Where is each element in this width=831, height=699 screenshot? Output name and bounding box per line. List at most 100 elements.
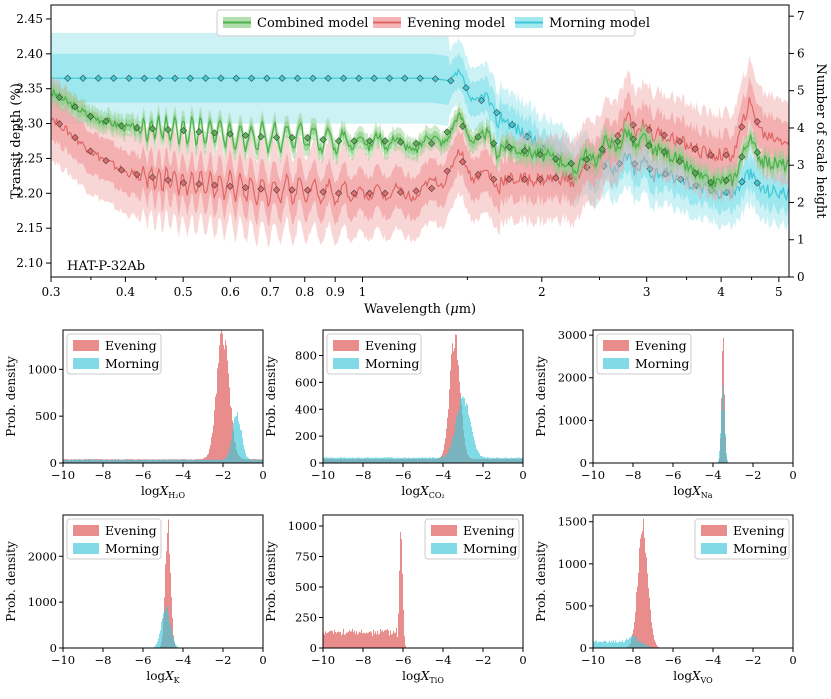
hist-y-tick-label: 250 <box>295 610 317 624</box>
hist-x-tick-label: −10 <box>581 468 605 482</box>
histogram-panel-vo: −10 −8 −6 −4 −2 0 0 500 1000 1500 Prob. density log… <box>534 514 797 685</box>
combined-data-point <box>676 157 684 165</box>
y2-tick-label: 2 <box>797 195 805 209</box>
hist-x-axis-label-sub: K <box>174 676 181 685</box>
y-axis-label: Transit depth (%) <box>9 83 24 199</box>
evening-data-point <box>210 181 219 189</box>
evening-histogram <box>323 532 407 648</box>
evening-data-point <box>148 173 157 181</box>
evening-data-point <box>707 151 715 159</box>
x-tick-label: 5 <box>775 285 783 299</box>
histogram-frame <box>322 329 524 464</box>
y-tick-label: 2.40 <box>16 47 43 61</box>
hist-y-tick-label: 750 <box>295 549 317 563</box>
combined-data-point <box>226 130 234 138</box>
morning-data-point <box>94 74 102 82</box>
combined-data-point <box>552 155 560 163</box>
hist-x-tick-label: −6 <box>135 468 152 482</box>
y2-tick-label: 6 <box>797 46 805 60</box>
hist-x-axis-label-var: X <box>420 669 430 683</box>
evening-data-point <box>195 180 203 188</box>
hist-legend-label-morning: Morning <box>105 541 159 556</box>
hist-y-tick-label: 0 <box>580 456 587 470</box>
legend-label-evening: Evening model <box>407 16 505 31</box>
planet-annotation: HAT-P-32Ab <box>67 259 145 274</box>
hist-x-axis-label-var: X <box>691 669 701 683</box>
evening-data-point <box>241 184 250 192</box>
evening-data-point <box>226 182 234 190</box>
evening-data-point <box>334 189 343 197</box>
combined-data-point <box>117 122 126 130</box>
evening-data-point <box>272 186 281 194</box>
combined-data-point <box>334 137 343 145</box>
hist-x-axis-label-sub: H₂O <box>168 491 185 500</box>
morning-data-point <box>140 74 148 82</box>
evening-data-point <box>552 174 560 182</box>
histogram-bars <box>716 337 730 463</box>
hist-x-axis-label: logXNa <box>673 484 712 500</box>
y2-tick-label: 1 <box>797 233 805 247</box>
hist-x-tick-label: −2 <box>215 653 232 667</box>
hist-legend-swatch-morning <box>73 543 99 554</box>
combined-data-point <box>102 117 110 125</box>
hist-legend-swatch-morning <box>333 358 359 369</box>
morning-inner-band <box>51 52 789 217</box>
hist-x-tick-label: −4 <box>175 468 192 482</box>
hist-x-tick-label: −10 <box>51 468 75 482</box>
combined-data-point <box>474 133 482 141</box>
combined-data-point <box>691 169 699 177</box>
evening-data-point <box>86 147 95 155</box>
hist-x-tick-label: 0 <box>259 468 266 482</box>
hist-y-tick-label: 0 <box>580 641 587 655</box>
combined-data-point <box>614 137 622 146</box>
histogram-panel-ho: −10 −8 −6 −4 −2 0 0 500 1000 Prob. density logXH₂O… <box>4 329 267 500</box>
combined-data-point <box>55 93 64 101</box>
legend-label-combined: Combined model <box>257 16 368 31</box>
spectrum-plot-area <box>51 32 789 248</box>
evening-data-point <box>55 120 64 128</box>
combined-data-point <box>86 112 95 120</box>
evening-data-point <box>738 123 746 131</box>
hist-legend: Evening Morning <box>424 518 520 560</box>
combined-data-point <box>71 103 79 111</box>
hist-x-tick-label: 0 <box>789 653 796 667</box>
combined-data-point <box>148 125 157 133</box>
hist-x-tick-label: −6 <box>665 468 682 482</box>
histogram-frame <box>62 514 264 649</box>
evening-inner-band <box>51 76 789 227</box>
morning-data-point <box>64 74 72 82</box>
morning-histogram <box>150 606 182 648</box>
hist-legend-swatch-evening <box>333 340 359 351</box>
x-tick-label: 0.3 <box>41 285 60 299</box>
hist-legend: Evening Morning <box>694 518 790 560</box>
evening-histogram <box>624 518 662 648</box>
evening-data-point <box>443 167 451 175</box>
morning-data-point <box>370 74 378 82</box>
y2-tick-label: 4 <box>797 121 805 135</box>
hist-y-axis-label: Prob. density <box>534 356 548 437</box>
morning-data-point <box>477 96 486 105</box>
evening-data-point <box>645 126 653 134</box>
combined-data-point <box>567 159 575 168</box>
morning-data-point <box>447 77 455 85</box>
y-tick-label: 2.45 <box>16 12 43 26</box>
hist-x-tick-label: −4 <box>435 468 452 482</box>
evening-data-point <box>676 137 684 146</box>
legend-box <box>216 9 636 37</box>
hist-x-tick-label: −4 <box>435 653 452 667</box>
hist-legend-label-evening: Evening <box>105 338 157 353</box>
hist-y-axis-label: Prob. density <box>534 541 548 622</box>
hist-legend-swatch-evening <box>73 340 99 351</box>
combined-data-point <box>133 124 141 132</box>
hist-legend: Evening Morning <box>66 518 162 560</box>
hist-legend-swatch-evening <box>73 525 99 536</box>
hist-x-tick-label: −4 <box>175 653 192 667</box>
hist-y-tick-label: 1000 <box>28 362 57 376</box>
combined-data-point <box>288 133 296 142</box>
hist-x-tick-label: −8 <box>625 653 642 667</box>
evening-model-line <box>51 97 789 208</box>
hist-legend-label-morning: Morning <box>365 356 419 371</box>
evening-data-point <box>288 186 296 194</box>
spectrum-legend: Combined model Evening model Morning mod… <box>216 9 650 37</box>
